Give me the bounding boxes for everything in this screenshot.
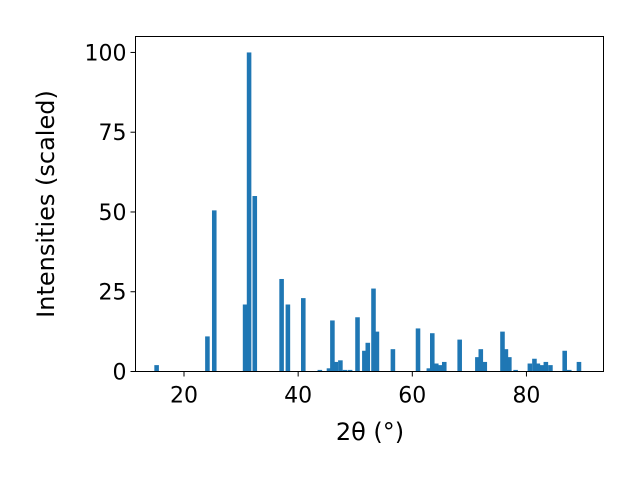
y-tick-label: 0 <box>113 361 127 386</box>
bar <box>548 365 553 372</box>
y-axis-label: Intensities (scaled) <box>32 90 60 318</box>
bar <box>457 339 462 372</box>
bar <box>279 278 284 372</box>
bar <box>441 361 447 372</box>
bars-group <box>154 52 582 372</box>
bar <box>532 358 537 372</box>
bar <box>374 331 380 372</box>
bar <box>252 196 258 372</box>
y-axis: 0 25 50 75 100 <box>85 41 136 386</box>
bar <box>362 350 367 372</box>
bar <box>478 349 484 372</box>
bar <box>285 304 291 372</box>
y-tick-label: 25 <box>99 281 127 306</box>
bar <box>338 360 343 372</box>
bar <box>390 349 396 372</box>
plot-frame <box>135 36 604 372</box>
bar <box>562 350 567 372</box>
bar <box>426 368 432 372</box>
x-axis-label: 2θ (°) <box>336 418 404 446</box>
bar <box>503 349 509 372</box>
x-tick-label: 80 <box>512 384 540 409</box>
x-axis: 20 40 60 80 <box>170 371 540 409</box>
bar <box>301 298 306 372</box>
bar <box>355 317 360 372</box>
bar <box>330 320 335 372</box>
bar <box>333 361 339 372</box>
bar <box>317 369 323 372</box>
bar <box>415 328 421 372</box>
bar <box>154 365 159 372</box>
bar <box>475 357 480 372</box>
bar <box>326 368 332 372</box>
bar <box>543 361 549 372</box>
bar <box>205 336 210 372</box>
y-tick-label: 75 <box>99 121 127 146</box>
bar <box>437 365 443 372</box>
bar <box>246 52 252 372</box>
bar <box>211 210 217 372</box>
bar <box>507 357 512 372</box>
bar <box>347 369 353 372</box>
bar <box>566 369 572 372</box>
y-tick-label: 50 <box>99 201 127 226</box>
bar <box>371 288 376 372</box>
x-tick-label: 60 <box>398 384 426 409</box>
x-tick-label: 40 <box>284 384 312 409</box>
bar <box>482 361 488 372</box>
bar <box>513 369 518 372</box>
bar <box>242 304 248 372</box>
bar <box>342 369 348 372</box>
bar <box>527 363 533 372</box>
bar <box>433 363 439 372</box>
bar <box>539 365 545 372</box>
bar <box>430 333 435 372</box>
bar <box>365 342 371 372</box>
y-tick-label: 100 <box>85 41 127 66</box>
bar <box>500 331 505 372</box>
bar <box>576 361 582 372</box>
x-tick-label: 20 <box>170 384 198 409</box>
bar <box>535 363 541 372</box>
